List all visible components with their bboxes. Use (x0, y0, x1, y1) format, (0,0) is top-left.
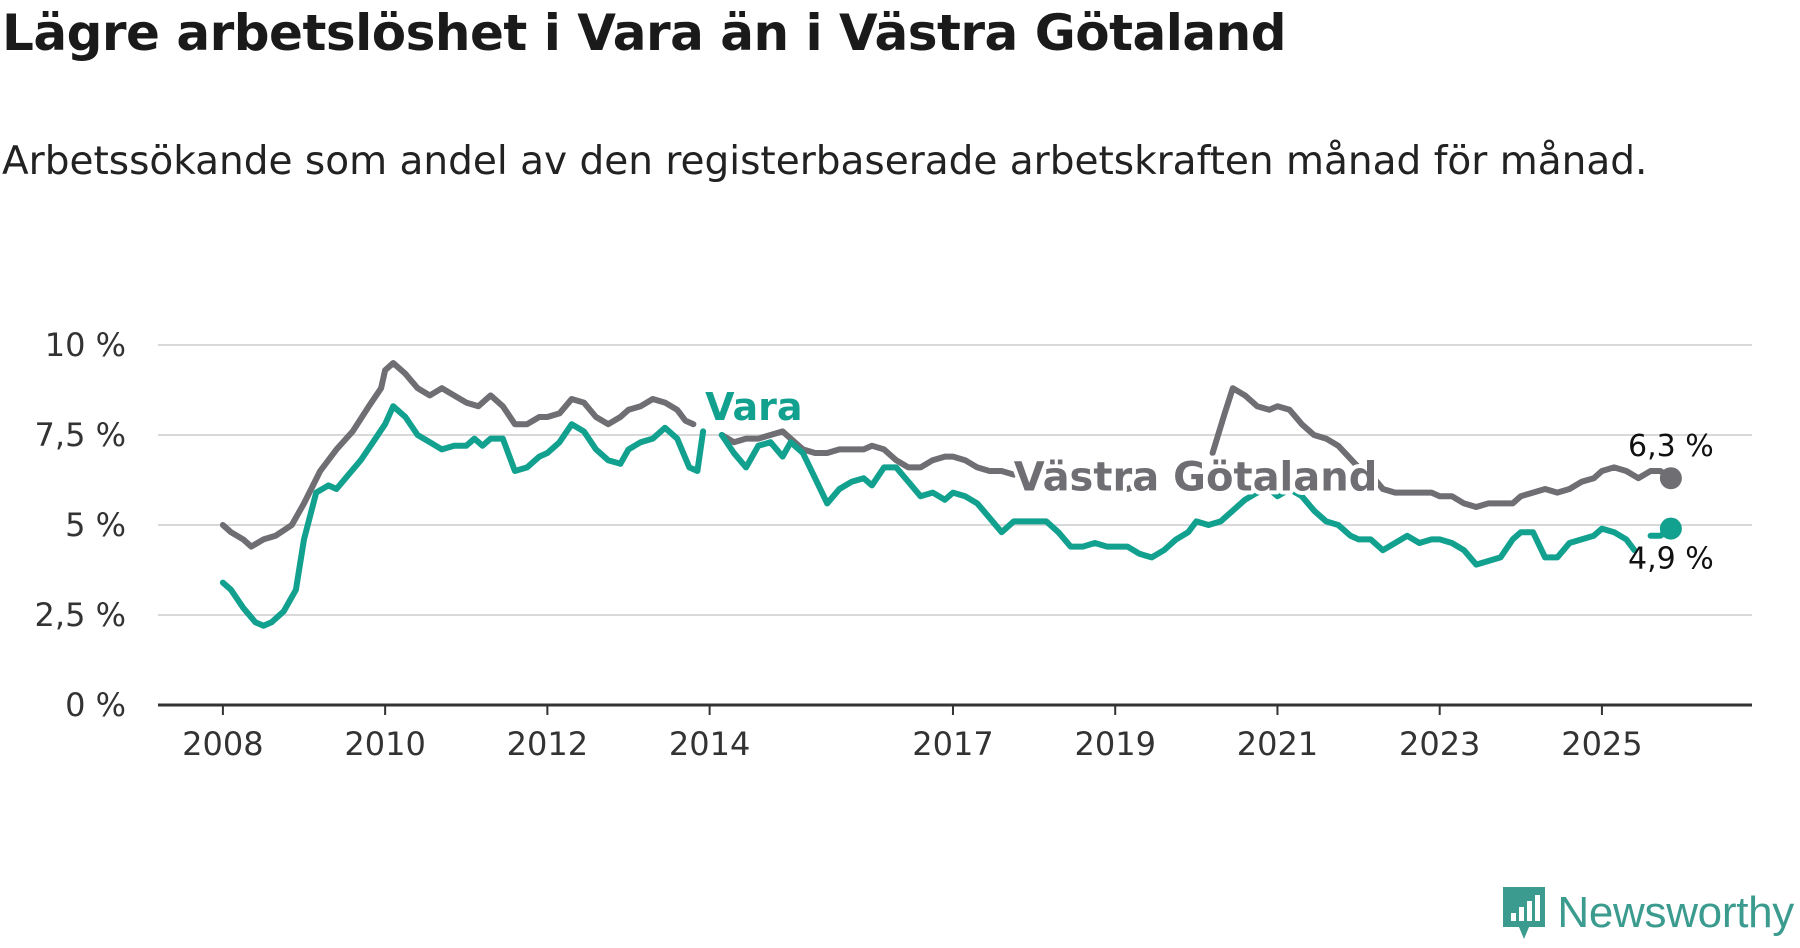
x-tick-label: 2023 (1399, 725, 1480, 763)
brand-name: Newsworthy (1557, 888, 1794, 937)
y-tick-label: 5 % (65, 506, 126, 544)
y-tick-label: 2,5 % (35, 596, 126, 634)
x-axis: 2008 2010 2012 2014 2017 2019 2021 2023 2025 (158, 703, 1752, 763)
y-tick-label: 7,5 % (35, 416, 126, 454)
series-line-vara (219, 403, 1674, 629)
end-label-vastra-gotaland: 6,3 % (1628, 429, 1714, 464)
series-labels: Västra Götaland Vara 6,3 % 4,9 % (705, 385, 1714, 576)
y-tick-label: 10 % (45, 326, 126, 364)
chart-subtitle: Arbetssökande som andel av den registerb… (2, 139, 1648, 184)
y-tick-label: 0 % (65, 686, 126, 724)
y-axis: 0 % 2,5 % 5 % 7,5 % 10 % (35, 326, 126, 724)
x-tick-label: 2010 (344, 725, 425, 763)
x-tick-label: 2025 (1561, 725, 1642, 763)
x-tick-label: 2017 (912, 725, 993, 763)
x-tick-label: 2008 (182, 725, 263, 763)
end-label-vara: 4,9 % (1628, 542, 1714, 577)
newsworthy-logo-icon (1503, 887, 1546, 939)
series-line-vastra-gotaland (219, 360, 1674, 550)
end-point-marker (1659, 467, 1682, 490)
x-tick-label: 2019 (1074, 725, 1155, 763)
x-tick-label: 2014 (669, 725, 750, 763)
newsworthy-logo: Newsworthy (1499, 878, 1794, 948)
chart-title: Lägre arbetslöshet i Vara än i Västra Gö… (2, 4, 1287, 62)
gridlines (158, 344, 1752, 616)
end-point-marker (1659, 517, 1682, 540)
x-tick-label: 2012 (507, 725, 588, 763)
series-label-vara: Vara (705, 385, 802, 429)
x-tick-label: 2021 (1237, 725, 1318, 763)
series-label-vastra-gotaland: Västra Götaland (1014, 454, 1378, 500)
series-lines (219, 360, 1682, 629)
